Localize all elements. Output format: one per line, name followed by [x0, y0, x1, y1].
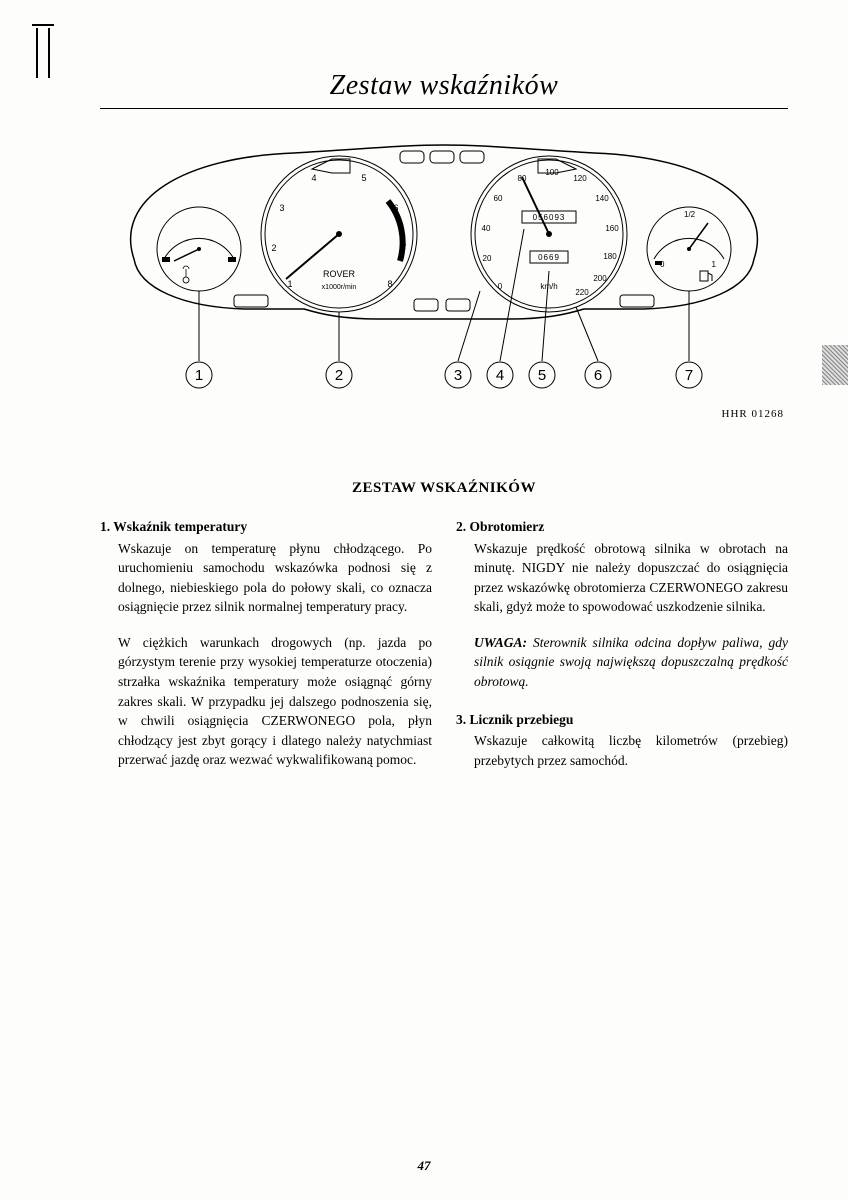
spd-tick: 220 — [575, 288, 589, 297]
callout: 1 — [195, 367, 203, 384]
callout: 6 — [594, 367, 602, 384]
tach-tick: 8 — [387, 279, 392, 289]
item-3-p1: Wskazuje całkowitą liczbę kilometrów (pr… — [474, 731, 788, 770]
item-2-title: Obrotomierz — [470, 519, 545, 534]
columns: 1. Wskaźnik temperatury Wskazuje on temp… — [100, 517, 788, 786]
tach-brand: ROVER — [323, 269, 356, 279]
section-heading: ZESTAW WSKAŹNIKÓW — [100, 480, 788, 497]
item-1-head: 1. Wskaźnik temperatury — [100, 517, 432, 537]
tach-tick: 3 — [279, 203, 284, 213]
item-1-p1: Wskazuje on temperaturę płynu chłodząceg… — [118, 539, 432, 617]
fuel-mark: 1/2 — [684, 210, 696, 219]
callout: 7 — [685, 367, 693, 384]
tach-tick: 1 — [287, 279, 292, 289]
tach-tick: 5 — [361, 173, 366, 183]
item-1-num: 1. — [100, 519, 110, 534]
tach-tick: 4 — [311, 173, 316, 183]
spd-tick: 60 — [494, 194, 503, 203]
item-2-p1: Wskazuje prędkość obrotową silnika w obr… — [474, 539, 788, 617]
spd-tick: 0 — [498, 282, 503, 291]
item-2-num: 2. — [456, 519, 466, 534]
right-column: 2. Obrotomierz Wskazuje prędkość obrotow… — [456, 517, 788, 786]
odometer: 056093 — [533, 213, 566, 222]
page-title: Zestaw wskaźników — [100, 70, 788, 102]
title-rule — [100, 108, 788, 109]
item-1-p2: W ciężkich warunkach drogowych (np. jazd… — [118, 633, 432, 770]
tach-unit: x1000r/min — [322, 284, 357, 291]
item-1-title: Wskaźnik temperatury — [113, 519, 247, 534]
item-3-num: 3. — [456, 712, 466, 727]
item-2-head: 2. Obrotomierz — [456, 517, 788, 537]
spd-tick: 120 — [573, 174, 587, 183]
spd-tick: 40 — [482, 224, 491, 233]
tach-tick: 2 — [271, 243, 276, 253]
spd-tick: 160 — [605, 224, 619, 233]
spd-tick: 140 — [595, 194, 609, 203]
callout: 4 — [496, 367, 504, 384]
item-2-note: UWAGA: Sterownik silnika odcina dopływ p… — [474, 633, 788, 692]
figure: 1 2 3 4 5 6 7 8 ROVER x1000r/min 0 20 40 — [104, 139, 784, 420]
spd-tick: 20 — [483, 254, 492, 263]
item-3-title: Licznik przebiegu — [470, 712, 574, 727]
figure-code: HHR 01268 — [104, 408, 784, 420]
left-column: 1. Wskaźnik temperatury Wskazuje on temp… — [100, 517, 432, 786]
callout: 3 — [454, 367, 462, 384]
spd-tick: 200 — [593, 274, 607, 283]
note-label: UWAGA: — [474, 635, 527, 650]
callout: 5 — [538, 367, 546, 384]
fuel-mark: 1 — [712, 260, 717, 269]
callout: 2 — [335, 367, 343, 384]
item-3-head: 3. Licznik przebiegu — [456, 710, 788, 730]
trip: 0669 — [538, 253, 560, 262]
spd-tick: 100 — [545, 168, 559, 177]
spd-tick: 180 — [603, 252, 617, 261]
page-number: 47 — [0, 1158, 848, 1174]
spd-unit: km/h — [540, 282, 557, 291]
page: Zestaw wskaźników — [0, 0, 848, 1200]
cluster-diagram: 1 2 3 4 5 6 7 8 ROVER x1000r/min 0 20 40 — [104, 139, 784, 399]
